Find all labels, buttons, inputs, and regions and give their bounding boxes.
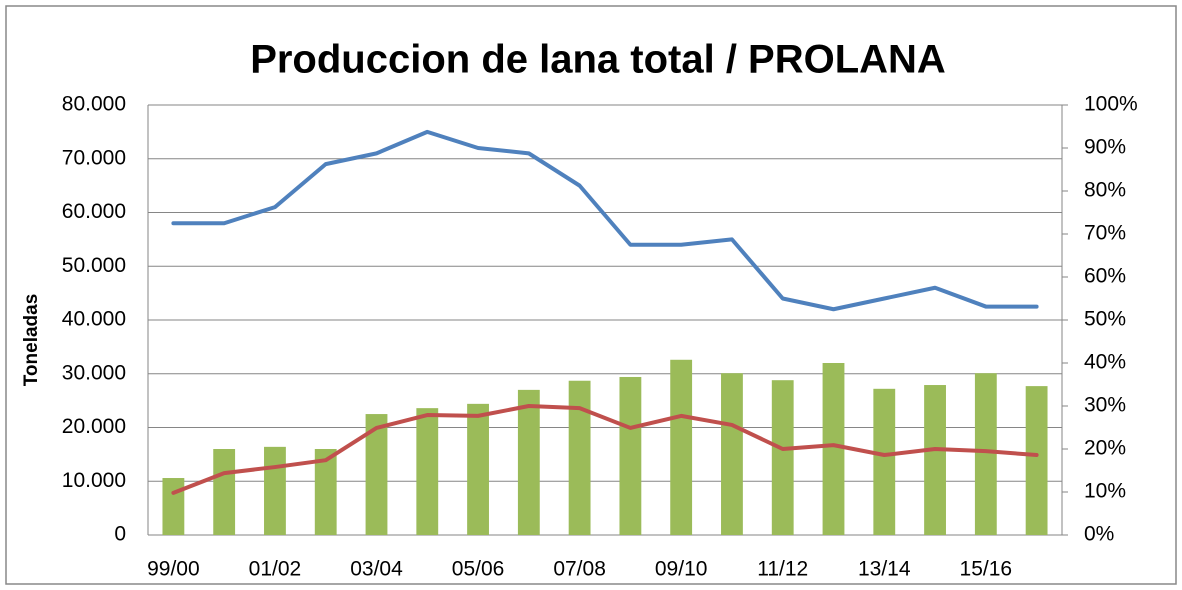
- y2-tick-label: 90%: [1084, 136, 1126, 159]
- x-tick-label: 03/04: [350, 558, 403, 581]
- x-tick-label: 05/06: [452, 558, 505, 581]
- bar: [619, 376, 642, 535]
- y-tick-label: 10.000: [62, 469, 126, 492]
- y-tick-label: 20.000: [62, 415, 126, 438]
- x-tick-label: 15/16: [960, 558, 1013, 581]
- bar: [873, 388, 896, 535]
- x-tick-label: 09/10: [655, 558, 708, 581]
- x-tick-label: 11/12: [757, 558, 808, 581]
- bar: [1025, 386, 1048, 535]
- bar: [771, 380, 794, 535]
- x-tick-label: 99/00: [147, 558, 200, 581]
- bar: [162, 478, 185, 535]
- bar: [416, 408, 439, 535]
- y-axis-label: Toneladas: [21, 294, 42, 387]
- y2-tick-label: 50%: [1084, 308, 1126, 331]
- y-tick-label: 40.000: [62, 308, 126, 331]
- y2-tick-label: 60%: [1084, 265, 1126, 288]
- y2-tick-label: 0%: [1084, 523, 1114, 546]
- bar: [264, 446, 286, 535]
- bar: [721, 373, 743, 535]
- y2-tick-label: 20%: [1084, 437, 1126, 460]
- y2-tick-label: 100%: [1084, 93, 1138, 116]
- x-tick-label: 13/14: [858, 558, 911, 581]
- y-tick-label: 80.000: [62, 93, 126, 116]
- bar: [517, 389, 540, 535]
- bar: [924, 385, 946, 535]
- y2-tick-label: 80%: [1084, 179, 1126, 202]
- line: [171, 129, 1039, 312]
- y2-tick-label: 30%: [1084, 394, 1126, 417]
- chart-title: Produccion de lana total / PROLANA: [250, 38, 946, 82]
- y-tick-label: 60.000: [62, 200, 126, 223]
- y-tick-label: 70.000: [62, 146, 126, 169]
- bar: [314, 449, 337, 535]
- y-tick-label: 30.000: [62, 361, 126, 384]
- line: [171, 404, 1039, 495]
- bar: [974, 373, 997, 535]
- bar: [467, 403, 489, 535]
- y2-tick-label: 40%: [1084, 351, 1126, 374]
- y-tick-label: 50.000: [62, 254, 126, 277]
- bar: [822, 363, 845, 535]
- x-tick-label: 01/02: [249, 558, 302, 581]
- x-tick-label: 07/08: [553, 558, 606, 581]
- bar: [365, 414, 388, 535]
- y2-tick-label: 70%: [1084, 222, 1126, 245]
- bar: [568, 380, 591, 535]
- bar: [213, 449, 236, 535]
- y-tick-label: 0: [114, 523, 126, 546]
- y2-tick-label: 10%: [1084, 480, 1126, 503]
- bar: [670, 359, 693, 535]
